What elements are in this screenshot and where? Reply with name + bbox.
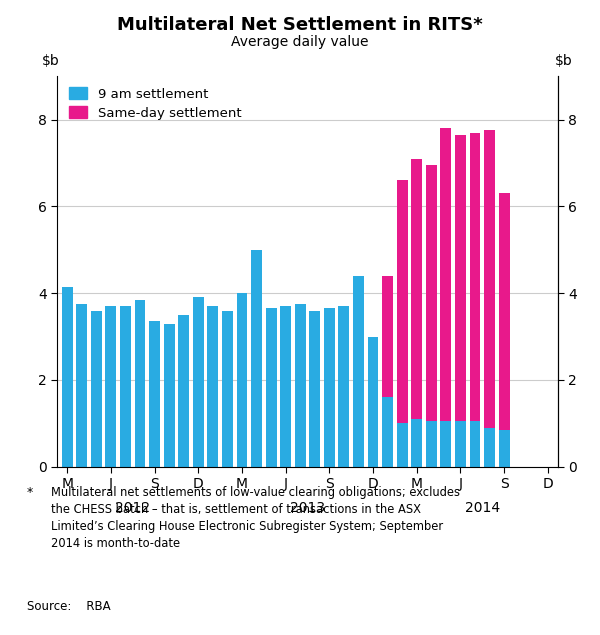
Bar xyxy=(397,424,407,467)
Bar xyxy=(266,309,277,467)
Text: Source:    RBA: Source: RBA xyxy=(27,600,110,613)
Text: 2014: 2014 xyxy=(465,502,500,516)
Bar xyxy=(251,250,262,467)
Bar xyxy=(149,321,160,467)
Bar xyxy=(120,306,131,467)
Bar xyxy=(455,135,466,421)
Bar xyxy=(499,193,509,430)
Bar xyxy=(499,430,509,467)
Text: 2012: 2012 xyxy=(115,502,150,516)
Bar xyxy=(353,276,364,467)
Bar xyxy=(426,165,437,421)
Bar xyxy=(280,306,291,467)
Text: $b: $b xyxy=(555,53,573,67)
Bar xyxy=(470,133,481,421)
Bar xyxy=(484,428,495,467)
Text: 2013: 2013 xyxy=(290,502,325,516)
Bar xyxy=(295,304,305,467)
Bar xyxy=(440,128,451,421)
Text: Multilateral net settlements of low-value clearing obligations; excludes
the CHE: Multilateral net settlements of low-valu… xyxy=(51,486,460,550)
Bar xyxy=(134,300,145,467)
Bar xyxy=(470,421,481,467)
Bar xyxy=(440,421,451,467)
Bar xyxy=(106,306,116,467)
Bar xyxy=(91,311,102,467)
Bar xyxy=(426,421,437,467)
Legend: 9 am settlement, Same-day settlement: 9 am settlement, Same-day settlement xyxy=(68,87,241,119)
Bar xyxy=(411,159,422,419)
Text: *: * xyxy=(27,486,33,498)
Bar xyxy=(208,306,218,467)
Text: $b: $b xyxy=(42,53,60,67)
Bar xyxy=(382,398,393,467)
Bar xyxy=(310,311,320,467)
Bar xyxy=(193,298,204,467)
Bar xyxy=(178,315,189,467)
Bar xyxy=(222,311,233,467)
Bar xyxy=(455,421,466,467)
Bar xyxy=(76,304,87,467)
Bar xyxy=(484,130,495,428)
Bar xyxy=(338,306,349,467)
Bar xyxy=(382,276,393,398)
Bar xyxy=(324,309,335,467)
Bar xyxy=(368,337,379,467)
Bar xyxy=(397,180,407,424)
Text: Multilateral Net Settlement in RITS*: Multilateral Net Settlement in RITS* xyxy=(117,16,483,34)
Text: Average daily value: Average daily value xyxy=(231,35,369,49)
Bar xyxy=(62,286,73,467)
Bar xyxy=(411,419,422,467)
Bar xyxy=(164,324,175,467)
Bar xyxy=(236,293,247,467)
